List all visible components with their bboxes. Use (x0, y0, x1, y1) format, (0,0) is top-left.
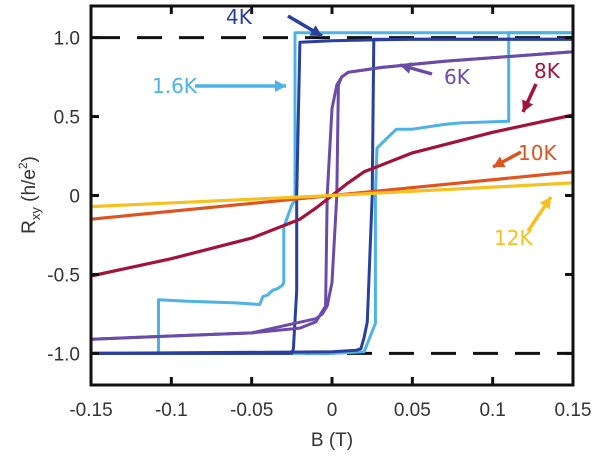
annotation-arrowhead-6K (400, 62, 413, 74)
y-tick-label: 0.5 (54, 108, 80, 129)
x-tick-label: 0.1 (479, 400, 505, 421)
annotation-label-6K: 6K (444, 65, 471, 89)
x-tick-label: -0.1 (155, 400, 188, 421)
y-tick-label: 1.0 (54, 29, 80, 50)
series-1_6K-sweep-down (89, 31, 575, 355)
series-group (89, 31, 575, 355)
annotation-arrowhead-8K (522, 99, 534, 112)
x-axis-title: B (T) (311, 430, 353, 451)
y-tick-label: 0 (69, 187, 80, 208)
annotation-arrowhead-4K (309, 25, 322, 36)
series-1_6K-sweep-up (89, 31, 575, 355)
x-tick-label: 0.05 (394, 400, 431, 421)
annotation-label-1_6K: 1.6K (152, 74, 198, 98)
y-axis-title-unit: (h/e (19, 169, 40, 207)
y-tick-label: -0.5 (47, 265, 80, 286)
y-axis-title-close: ) (19, 156, 40, 162)
series-4K-sweep-down (89, 37, 575, 355)
reference-lines (91, 36, 573, 355)
x-axis: -0.15 -0.1 -0.05 0 0.05 0.1 0.15 (69, 6, 591, 421)
y-axis: -1.0 -0.5 0 0.5 1.0 (47, 29, 573, 365)
annotation-label-10K: 10K (518, 141, 557, 165)
y-axis-title-sub: xy (28, 207, 43, 221)
annotation-label-4K: 4K (226, 5, 253, 29)
y-axis-title: Rxy (h/e2) (16, 156, 43, 234)
annotation-arrowhead-12K (539, 197, 551, 210)
x-tick-label: -0.05 (230, 400, 273, 421)
y-tick-label: -1.0 (47, 344, 80, 365)
x-tick-label: 0 (327, 400, 338, 421)
x-tick-label: 0.15 (555, 400, 592, 421)
annotation-label-8K: 8K (534, 59, 561, 83)
series-12K-sweep-up (89, 181, 575, 209)
annotation-arrowhead-1_6K (275, 80, 286, 92)
y-axis-title-sup: 2 (16, 162, 30, 169)
y-axis-title-main: R (19, 220, 40, 234)
x-tick-label: -0.15 (69, 400, 112, 421)
annotation-arrowhead-10K (493, 156, 506, 168)
